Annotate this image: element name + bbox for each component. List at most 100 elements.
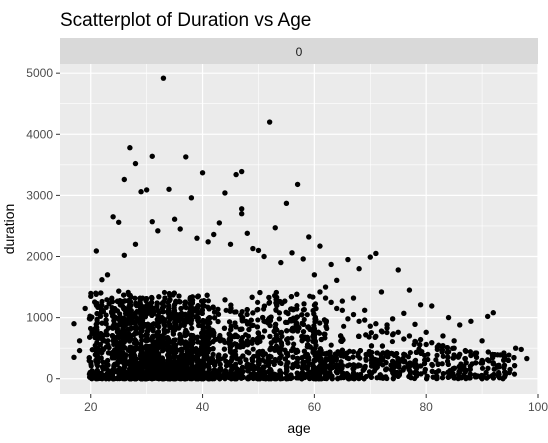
- scatter-point: [267, 374, 273, 380]
- chart-title: Scatterplot of Duration vs Age: [60, 10, 311, 31]
- scatter-point: [154, 353, 160, 359]
- scatter-point: [239, 318, 245, 324]
- scatter-point: [144, 310, 150, 317]
- scatter-point: [445, 361, 451, 368]
- scatter-point: [117, 374, 123, 380]
- scatter-point: [178, 333, 184, 340]
- scatter-point: [120, 303, 126, 309]
- scatter-point: [86, 355, 92, 361]
- scatter-point: [246, 350, 252, 356]
- scatter-point: [255, 299, 261, 305]
- scatter-point: [160, 346, 166, 352]
- scatter-point: [305, 358, 311, 364]
- scatter-point: [121, 364, 128, 371]
- scatter-point: [145, 306, 151, 312]
- scatter-point: [312, 357, 319, 363]
- scatter-point: [284, 328, 290, 334]
- scatter-point: [95, 357, 101, 363]
- scatter-point: [251, 374, 257, 381]
- scatter-point: [132, 310, 139, 316]
- scatter-point: [172, 327, 178, 333]
- scatter-point: [277, 374, 283, 380]
- scatter-point: [88, 293, 94, 299]
- scatter-point: [228, 372, 235, 378]
- scatter-point: [223, 368, 229, 374]
- scatter-point: [223, 358, 229, 364]
- scatter-point: [389, 338, 396, 345]
- scatter-point: [171, 290, 177, 296]
- scatter-point: [215, 311, 222, 317]
- scatter-point: [201, 354, 207, 360]
- scatter-point: [260, 357, 266, 363]
- scatter-point: [383, 360, 389, 366]
- scatter-point: [167, 297, 173, 303]
- scatter-point: [335, 376, 341, 382]
- scatter-point: [117, 348, 123, 354]
- scatter-point: [290, 328, 296, 334]
- scatter-point: [159, 300, 165, 307]
- scatter-point: [201, 298, 207, 304]
- scatter-point: [294, 355, 300, 361]
- scatter-point: [334, 370, 340, 376]
- scatter-point: [178, 340, 184, 346]
- scatter-point: [496, 375, 503, 381]
- scatter-point: [108, 309, 115, 315]
- scatter-point: [323, 371, 329, 377]
- scatter-point: [350, 354, 356, 360]
- scatter-point: [149, 294, 155, 301]
- scatter-point: [282, 356, 289, 362]
- scatter-point: [255, 330, 261, 336]
- scatter-point: [97, 341, 103, 348]
- scatter-point: [340, 370, 346, 376]
- scatter-point: [171, 308, 178, 314]
- scatter-point: [114, 367, 121, 374]
- scatter-point: [99, 336, 105, 342]
- scatter-point: [467, 363, 473, 369]
- scatter-point: [109, 333, 116, 339]
- scatter-point: [506, 352, 512, 358]
- scatter-point: [429, 361, 435, 368]
- scatter-point: [160, 336, 166, 342]
- scatter-point: [301, 301, 307, 307]
- scatter-point: [87, 316, 93, 322]
- scatter-point: [199, 323, 205, 329]
- scatter-point: [421, 360, 428, 367]
- scatter-point: [407, 349, 413, 356]
- scatter-point: [132, 295, 138, 301]
- scatter-point: [327, 349, 333, 355]
- scatter-point: [93, 291, 99, 297]
- scatter-point: [195, 319, 202, 325]
- scatter-point: [222, 353, 228, 359]
- scatter-point: [262, 351, 269, 357]
- scatter-point: [445, 354, 451, 360]
- scatter-point: [227, 332, 233, 339]
- scatter-point: [272, 375, 278, 382]
- scatter-point: [181, 320, 187, 326]
- scatter-point: [489, 373, 495, 379]
- scatter-point: [150, 326, 156, 332]
- scatter-point: [380, 356, 386, 363]
- scatter-point: [425, 351, 431, 357]
- scatter-point: [250, 322, 256, 328]
- scatter-point: [341, 323, 347, 329]
- scatter-point: [110, 323, 116, 329]
- scatter-point: [285, 310, 291, 317]
- scatter-point: [109, 372, 115, 378]
- scatter-point: [434, 352, 440, 358]
- scatter-point: [211, 309, 218, 315]
- scatter-point: [143, 296, 150, 302]
- scatter-point: [150, 371, 156, 378]
- scatter-point: [355, 362, 362, 368]
- scatter-point: [301, 306, 307, 313]
- scatter-point: [105, 338, 111, 344]
- scatter-point: [418, 363, 424, 369]
- scatter-point: [249, 356, 255, 362]
- scatter-point: [138, 305, 144, 312]
- scatter-point: [351, 362, 357, 368]
- scatter-point: [229, 357, 235, 363]
- scatter-point: [366, 348, 372, 355]
- scatter-point: [199, 367, 205, 373]
- scatter-point: [188, 332, 194, 339]
- scatter-point: [301, 316, 307, 323]
- scatter-point: [317, 320, 323, 326]
